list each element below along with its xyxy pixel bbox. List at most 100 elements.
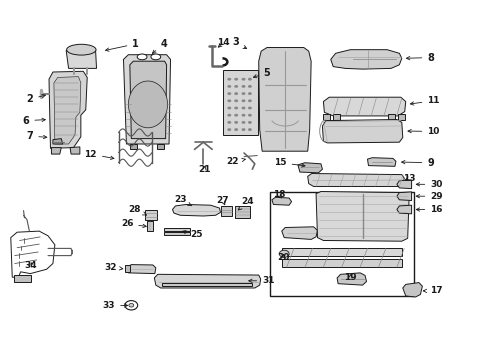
- Circle shape: [242, 128, 245, 131]
- Text: 32: 32: [104, 263, 123, 271]
- Polygon shape: [130, 61, 167, 139]
- Text: 33: 33: [102, 302, 127, 310]
- Circle shape: [227, 92, 231, 95]
- Text: 20: 20: [277, 253, 290, 262]
- Circle shape: [242, 85, 245, 88]
- Polygon shape: [331, 50, 402, 69]
- Polygon shape: [368, 158, 396, 166]
- Circle shape: [234, 92, 238, 95]
- Circle shape: [227, 128, 231, 131]
- Polygon shape: [397, 180, 412, 189]
- Bar: [14, 275, 31, 282]
- Circle shape: [227, 78, 231, 81]
- Circle shape: [227, 107, 231, 109]
- Text: 13: 13: [403, 174, 416, 183]
- Text: 15: 15: [274, 158, 305, 167]
- Text: 25: 25: [182, 230, 203, 239]
- Text: 21: 21: [198, 165, 211, 174]
- Polygon shape: [154, 274, 261, 288]
- Bar: [164, 228, 190, 231]
- Text: 10: 10: [408, 127, 440, 136]
- Circle shape: [227, 114, 231, 117]
- Text: 17: 17: [423, 287, 443, 295]
- Polygon shape: [272, 197, 292, 205]
- Circle shape: [234, 107, 238, 109]
- Text: 29: 29: [416, 192, 443, 201]
- Polygon shape: [172, 204, 220, 216]
- Bar: [235, 206, 250, 218]
- Polygon shape: [322, 120, 403, 143]
- Circle shape: [129, 303, 134, 307]
- Bar: [162, 283, 252, 286]
- Circle shape: [125, 301, 138, 310]
- Circle shape: [242, 107, 245, 109]
- Polygon shape: [316, 192, 409, 241]
- Bar: [130, 144, 137, 149]
- Polygon shape: [397, 205, 412, 214]
- Polygon shape: [323, 97, 406, 116]
- Circle shape: [234, 121, 238, 124]
- Bar: [323, 114, 330, 120]
- Text: 7: 7: [26, 131, 47, 141]
- Polygon shape: [66, 50, 97, 68]
- Polygon shape: [70, 147, 80, 154]
- Circle shape: [227, 99, 231, 102]
- Ellipse shape: [128, 81, 168, 128]
- Text: 5: 5: [253, 68, 270, 78]
- Text: 6: 6: [23, 116, 45, 126]
- Text: 34: 34: [24, 261, 37, 270]
- Polygon shape: [259, 48, 311, 151]
- Polygon shape: [51, 148, 61, 154]
- Text: 27: 27: [217, 197, 229, 205]
- Bar: [223, 70, 258, 135]
- Text: 12: 12: [84, 150, 114, 159]
- Circle shape: [242, 78, 245, 81]
- Circle shape: [248, 78, 252, 81]
- Text: 1: 1: [105, 39, 139, 51]
- Polygon shape: [49, 71, 87, 148]
- Text: 8: 8: [407, 53, 434, 63]
- Text: 2: 2: [26, 94, 46, 104]
- Ellipse shape: [151, 54, 161, 60]
- Bar: [221, 206, 232, 216]
- Bar: [125, 265, 130, 272]
- Circle shape: [248, 107, 252, 109]
- Text: 31: 31: [249, 276, 275, 285]
- Polygon shape: [54, 77, 81, 144]
- Text: 18: 18: [272, 190, 285, 199]
- Text: 30: 30: [416, 180, 442, 189]
- Bar: [388, 114, 395, 120]
- Circle shape: [242, 114, 245, 117]
- Polygon shape: [403, 283, 422, 297]
- Bar: [147, 221, 153, 231]
- Text: 23: 23: [174, 195, 192, 206]
- Bar: [282, 248, 402, 256]
- Circle shape: [279, 250, 289, 257]
- Circle shape: [248, 121, 252, 124]
- Text: 16: 16: [416, 205, 443, 214]
- Polygon shape: [298, 163, 322, 173]
- Polygon shape: [337, 273, 367, 285]
- Polygon shape: [53, 139, 63, 144]
- Polygon shape: [397, 192, 412, 201]
- Bar: [157, 144, 164, 149]
- Text: 14: 14: [217, 38, 230, 47]
- Text: 3: 3: [232, 37, 246, 49]
- Text: 4: 4: [152, 39, 168, 54]
- Circle shape: [234, 99, 238, 102]
- Bar: [145, 210, 157, 220]
- Circle shape: [234, 128, 238, 131]
- Circle shape: [242, 99, 245, 102]
- Text: 26: 26: [121, 219, 146, 228]
- Circle shape: [248, 92, 252, 95]
- Text: 19: 19: [344, 274, 357, 282]
- Circle shape: [234, 85, 238, 88]
- Circle shape: [234, 114, 238, 117]
- Text: 22: 22: [226, 157, 245, 166]
- Bar: [398, 114, 405, 120]
- Polygon shape: [308, 174, 404, 186]
- Ellipse shape: [137, 54, 147, 60]
- Bar: [282, 259, 402, 267]
- Ellipse shape: [67, 44, 96, 55]
- Circle shape: [248, 128, 252, 131]
